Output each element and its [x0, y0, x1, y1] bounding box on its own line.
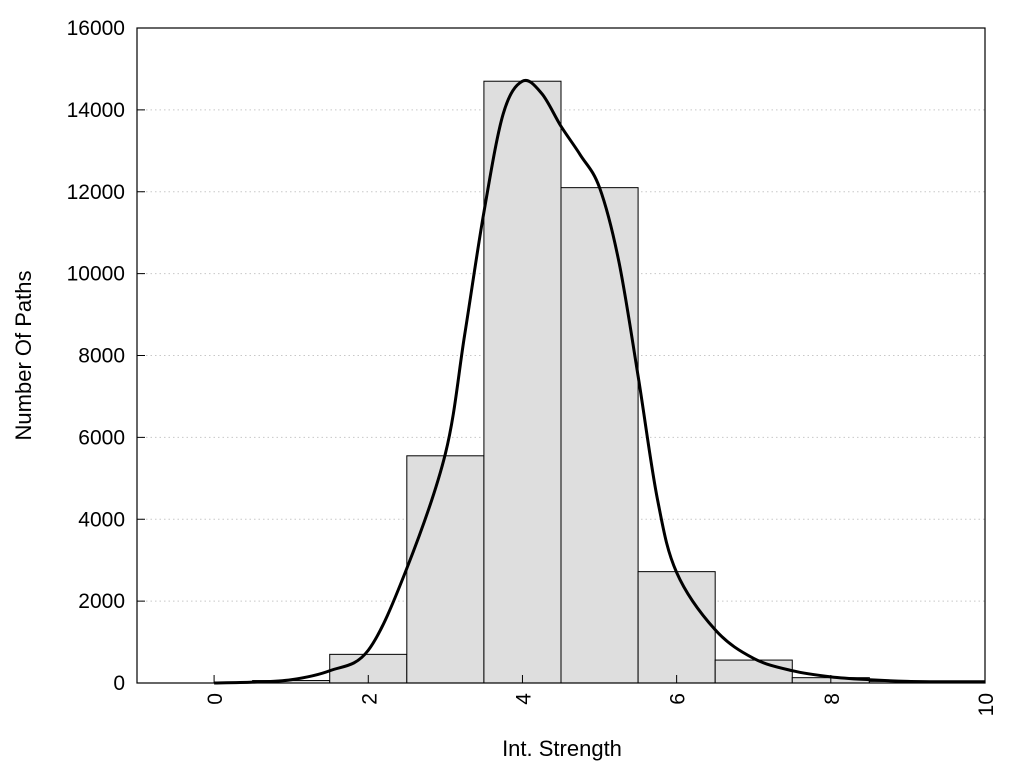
- histogram-bar: [406, 455, 485, 684]
- y-axis: 0 2000 4000 6000 8000 10000 12000 14000 16000: [67, 17, 145, 695]
- y-tick-label: 0: [113, 672, 125, 695]
- x-tick-label: 6: [667, 693, 690, 705]
- y-tick-label: 10000: [67, 263, 125, 286]
- y-tick-label: 4000: [78, 508, 125, 531]
- x-tick-label: 4: [512, 693, 535, 705]
- y-axis-title: Number Of Paths: [11, 271, 36, 441]
- x-tick-label: 8: [821, 693, 844, 705]
- x-tick-label: 2: [358, 693, 381, 705]
- x-tick-label: 10: [975, 693, 998, 716]
- fit-curve: [214, 78, 986, 685]
- histogram-bars: [213, 80, 986, 684]
- y-tick-label: 14000: [67, 99, 125, 122]
- fit-curve-layer: [214, 78, 986, 685]
- x-axis-title: Int. Strength: [502, 736, 622, 761]
- y-tick-label: 16000: [67, 17, 125, 40]
- x-axis: 0 2 4 6 8 10: [204, 675, 998, 716]
- y-tick-label: 8000: [78, 345, 125, 368]
- x-tick-label: 0: [204, 693, 227, 705]
- histogram-bar: [483, 80, 562, 684]
- y-tick-label: 6000: [78, 426, 125, 449]
- y-tick-label: 2000: [78, 590, 125, 613]
- histogram-bar: [714, 659, 793, 684]
- histogram-bar: [560, 187, 639, 684]
- y-tick-label: 12000: [67, 181, 125, 204]
- histogram-bar: [637, 571, 716, 684]
